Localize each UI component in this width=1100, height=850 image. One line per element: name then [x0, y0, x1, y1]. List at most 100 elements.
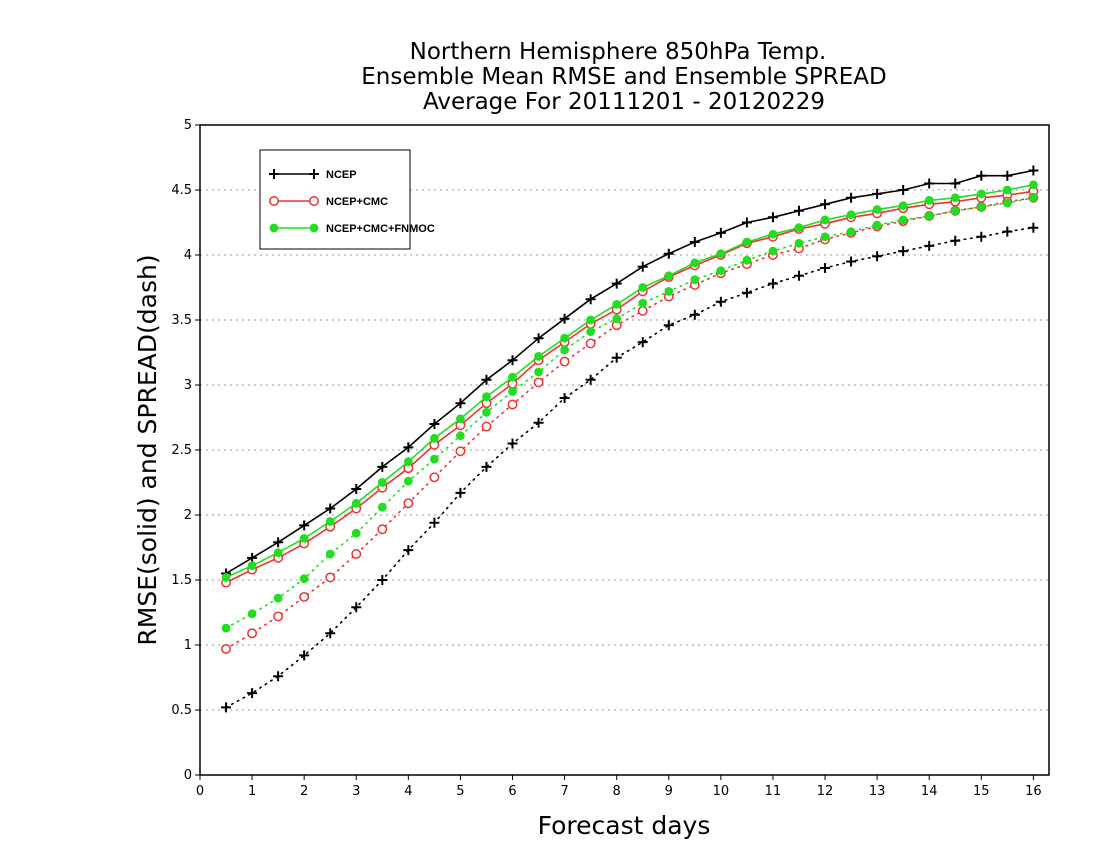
- rmse-point: [482, 392, 491, 402]
- spread-point: [455, 487, 466, 498]
- legend-label: NCEP+CMC: [326, 196, 388, 208]
- spread-point: [559, 356, 570, 367]
- spread-point: [716, 266, 726, 275]
- spread-point: [221, 702, 232, 713]
- y-tick-label: 2: [184, 508, 192, 523]
- rmse-point: [273, 537, 284, 548]
- rmse-point: [663, 248, 674, 259]
- chart-title: Northern Hemisphere 850hPa Temp. Ensembl…: [361, 39, 886, 115]
- spread-point: [325, 628, 336, 639]
- legend-box: [259, 149, 411, 250]
- spread-point: [742, 255, 752, 265]
- spread-point: [612, 314, 622, 324]
- rmse-point: [273, 548, 283, 558]
- x-tick-label: 0: [196, 784, 204, 799]
- grid: [200, 189, 1049, 711]
- spread-point: [741, 287, 752, 298]
- chart-title-line-2: Ensemble Mean RMSE and Ensemble SPREAD: [361, 64, 886, 90]
- rmse-point: [481, 374, 492, 385]
- spread-point: [976, 231, 987, 242]
- rmse-point: [507, 355, 518, 366]
- y-tick-label: 4: [184, 248, 192, 263]
- spread-point: [585, 338, 596, 349]
- y-tick-label: 1: [184, 638, 192, 653]
- legend-marker: [309, 169, 319, 179]
- chart-title-line-1: Northern Hemisphere 850hPa Temp.: [410, 39, 827, 65]
- rmse-point: [611, 278, 622, 289]
- spread-point: [872, 251, 883, 262]
- rmse-point: [247, 561, 257, 571]
- y-tick-label: 4.5: [171, 183, 192, 198]
- spread-point: [299, 574, 309, 584]
- rmse-point: [898, 201, 908, 211]
- rmse-point: [612, 300, 622, 309]
- spread-point: [508, 387, 517, 396]
- spread-point: [481, 421, 492, 432]
- x-tick-label: 12: [817, 784, 834, 799]
- rmse-point: [221, 573, 231, 582]
- rmse-point: [976, 170, 987, 181]
- rmse-point: [872, 205, 882, 214]
- rmse-point: [429, 419, 440, 429]
- rmse-point: [377, 461, 388, 472]
- rmse-point: [299, 534, 309, 543]
- spread-point: [768, 246, 778, 256]
- spread-point: [846, 256, 857, 267]
- x-tick-label: 2: [300, 784, 308, 799]
- y-tick-label: 1.5: [171, 573, 192, 588]
- x-tick-label: 8: [613, 784, 621, 799]
- rmse-point: [898, 185, 909, 195]
- spread-point: [898, 246, 909, 257]
- x-tick-label: 16: [1025, 784, 1042, 799]
- spread-point: [273, 671, 284, 682]
- spread-point: [273, 611, 284, 622]
- spread-line: [225, 197, 1035, 629]
- spread-point: [794, 238, 804, 248]
- rmse-point: [768, 229, 778, 239]
- rmse-point: [715, 227, 726, 238]
- spread-point: [637, 337, 648, 348]
- x-tick-label: 3: [352, 784, 360, 799]
- spread-point: [455, 446, 466, 457]
- axis-ticks: 00.511.522.533.544.550 1 2 3 4 5 6 7 8 9 10 11 12 13 1…: [171, 118, 1041, 799]
- spread-point: [377, 502, 387, 512]
- rmse-point: [664, 271, 674, 281]
- spread-point: [793, 270, 804, 281]
- spread-point: [481, 461, 492, 472]
- x-tick-label: 5: [456, 784, 464, 799]
- spread-point: [377, 524, 388, 535]
- y-tick-label: 3: [184, 378, 192, 393]
- spread-point: [638, 298, 648, 308]
- rmse-point: [533, 333, 544, 344]
- spread-point: [533, 417, 544, 428]
- x-tick-label: 11: [765, 784, 782, 799]
- spread-point: [377, 575, 388, 585]
- rmse-point: [742, 237, 752, 247]
- rmse-point: [325, 503, 336, 514]
- rmse-point: [924, 178, 935, 189]
- spread-point: [585, 374, 596, 385]
- rmse-point: [456, 414, 465, 424]
- x-tick-label: 1: [248, 784, 256, 799]
- spread-point: [689, 309, 700, 320]
- x-tick-label: 6: [508, 784, 516, 799]
- rmse-point: [455, 398, 466, 409]
- spread-point: [507, 438, 518, 449]
- legend: NCEP NCEP+CMC NCEP+CMC+FNMOC: [259, 149, 435, 250]
- spread-point: [586, 327, 596, 337]
- spread-point: [1028, 222, 1039, 233]
- spread-point: [403, 498, 414, 509]
- series-2: [221, 180, 1038, 633]
- rmse-point: [247, 552, 258, 563]
- spread-point: [767, 278, 778, 289]
- rmse-point: [976, 189, 986, 199]
- y-tick-label: 3.5: [171, 313, 192, 328]
- spread-point: [976, 202, 986, 212]
- x-axis-label: Forecast days: [538, 811, 711, 840]
- spread-point: [456, 431, 465, 441]
- spread-point: [247, 628, 258, 639]
- rmse-point: [924, 196, 934, 205]
- x-tick-label: 9: [665, 784, 673, 799]
- spread-point: [325, 549, 335, 559]
- spread-point: [429, 454, 439, 464]
